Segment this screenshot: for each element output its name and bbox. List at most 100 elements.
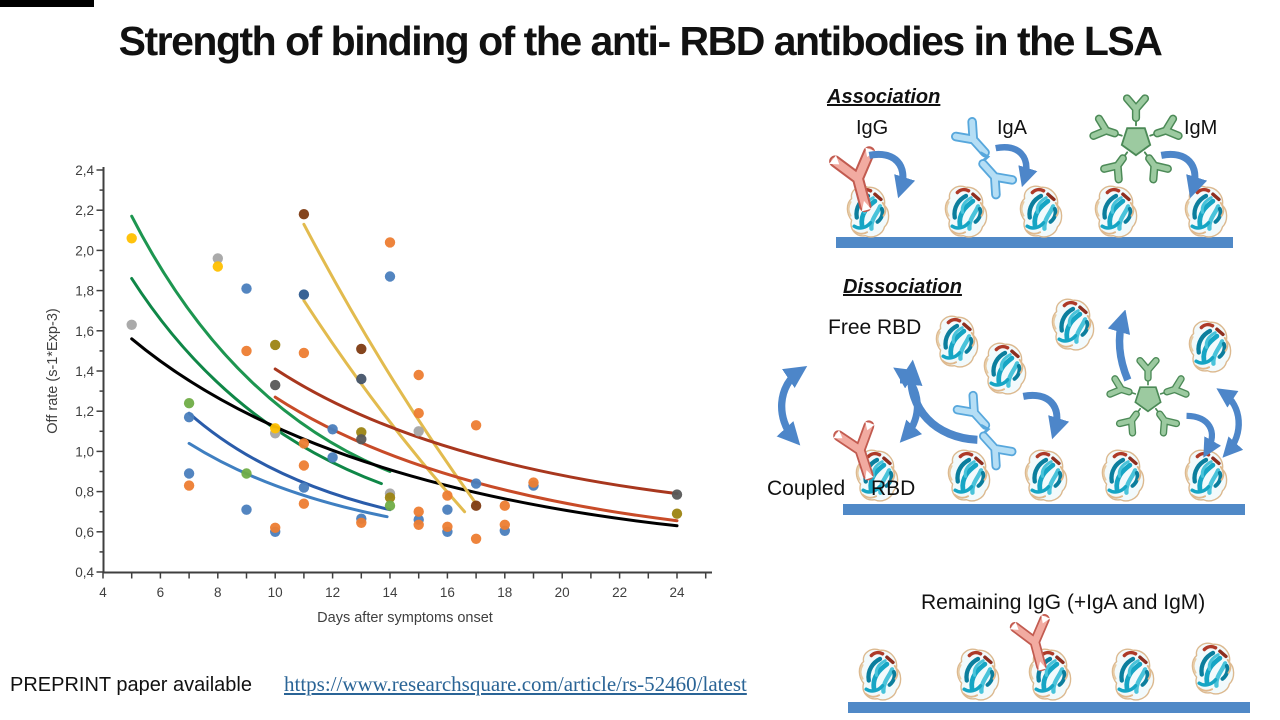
igm-label: IgM (1184, 117, 1218, 139)
data-point-orange (356, 517, 367, 528)
data-point-orange (241, 345, 252, 357)
data-point-orange (183, 480, 195, 491)
rbd-protein-icon (957, 649, 998, 700)
y-tick-label: 2,2 (75, 203, 94, 218)
data-point-dark-yellow (671, 508, 683, 519)
data-point-orange (413, 506, 424, 517)
y-tick-label: 1,6 (75, 324, 94, 339)
data-point-yellow (270, 423, 281, 434)
y-tick-label: 2,4 (75, 163, 94, 178)
preprint-text: PREPRINT paper available (10, 674, 252, 696)
dissociation-arrow-icon (1119, 318, 1127, 380)
trend-line-yellow-2 (302, 299, 467, 514)
data-point-blue (241, 504, 252, 515)
x-tick-label: 10 (268, 585, 283, 600)
free-rbd-label: Free RBD (828, 316, 922, 339)
data-point-blue (183, 412, 195, 423)
trend-line-yellow-1 (302, 222, 478, 506)
dissociation-header: Dissociation (843, 276, 962, 298)
y-tick-label: 1,2 (75, 404, 94, 419)
rbd-protein-icon (1020, 186, 1061, 237)
dissociation-arrow-icon (782, 371, 800, 439)
data-point-orange (298, 438, 310, 449)
rbd-protein-icon (948, 450, 989, 501)
data-point-blue (298, 482, 310, 493)
dissociation-arrow-icon (1180, 415, 1215, 451)
data-point-dark-gray (671, 489, 683, 500)
data-point-orange (298, 347, 310, 359)
data-point-blue (241, 283, 252, 294)
data-point-orange (499, 519, 510, 530)
coupled-rbd-label: RBD (871, 477, 916, 500)
data-point-orange (442, 490, 453, 501)
dissociation-diagram (755, 268, 1245, 515)
data-point-orange (442, 521, 453, 532)
rbd-protein-icon (984, 343, 1025, 394)
data-point-dark-brown (470, 500, 482, 511)
trend-line-medium-blue (187, 441, 389, 519)
data-point-blue (327, 424, 338, 435)
data-point-orange (499, 500, 510, 511)
data-point-blue (442, 504, 453, 515)
data-point-dark-brown (298, 209, 310, 220)
y-tick-label: 1,0 (75, 444, 94, 459)
trend-line-green-1 (130, 214, 392, 473)
video-letterbox-bar (0, 0, 94, 7)
rbd-protein-icon (1112, 649, 1153, 700)
rbd-protein-icon (859, 649, 900, 700)
y-tick-label: 1,4 (75, 364, 94, 379)
rbd-protein-icon (1185, 186, 1226, 237)
scatter-chart: 0,4 0,6 0,8 1,0 1,2 1,4 1,6 1,8 2,0 2,2 2,4 4 6 8 10 12… (45, 163, 712, 626)
remaining-label: Remaining IgG (+IgA and IgM) (921, 591, 1206, 614)
data-point-orange (528, 477, 539, 488)
igm-antibody-icon (1093, 98, 1178, 179)
data-point-green (183, 398, 195, 409)
x-tick-label: 6 (157, 585, 165, 600)
rbd-protein-icon (1189, 321, 1230, 372)
igg-label: IgG (856, 117, 889, 139)
x-tick-label: 4 (99, 585, 107, 600)
surface-bar (843, 504, 1245, 515)
x-tick-label: 8 (214, 585, 222, 600)
data-point-blue (384, 271, 396, 282)
association-header: Association (827, 86, 941, 108)
rbd-protein-icon (1192, 643, 1233, 694)
data-point-dark-gray (356, 434, 367, 445)
data-point-gray (413, 426, 424, 437)
x-tick-label: 24 (669, 585, 685, 600)
data-point-blue (470, 478, 482, 489)
y-tick-label: 0,4 (75, 565, 94, 580)
data-point-dark-yellow (270, 339, 281, 351)
trend-line-black (130, 337, 679, 528)
data-point-orange (413, 519, 424, 530)
preprint-link[interactable]: https://www.researchsquare.com/article/r… (284, 672, 747, 696)
data-point-green (384, 500, 396, 511)
x-tick-label: 16 (440, 585, 455, 600)
y-tick-label: 0,8 (75, 485, 94, 500)
dissociation-arrow-icon (1223, 393, 1239, 452)
rbd-protein-icon (1102, 450, 1143, 501)
x-tick-label: 22 (612, 585, 627, 600)
association-arrow-icon (869, 154, 903, 189)
remaining-diagram (848, 588, 1250, 713)
data-point-dark-yellow (384, 492, 396, 503)
data-point-orange (298, 498, 310, 509)
rbd-protein-icon (1095, 186, 1136, 237)
data-point-orange (470, 420, 482, 431)
data-point-orange (413, 369, 424, 381)
dissociation-arrow-icon (1023, 395, 1057, 430)
x-tick-label: 14 (382, 585, 398, 600)
trend-line-green-2 (130, 277, 383, 486)
data-point-gray (212, 253, 223, 264)
data-point-dark-gray (270, 379, 281, 391)
iga-label: IgA (997, 117, 1028, 139)
association-diagram (755, 82, 1233, 248)
data-point-blue (327, 452, 338, 463)
coupled-label: Coupled (767, 477, 846, 500)
x-tick-label: 20 (555, 585, 570, 600)
rbd-protein-icon (945, 186, 986, 237)
x-tick-label: 12 (325, 585, 340, 600)
data-point-orange (298, 460, 310, 471)
y-tick-label: 2,0 (75, 243, 94, 258)
